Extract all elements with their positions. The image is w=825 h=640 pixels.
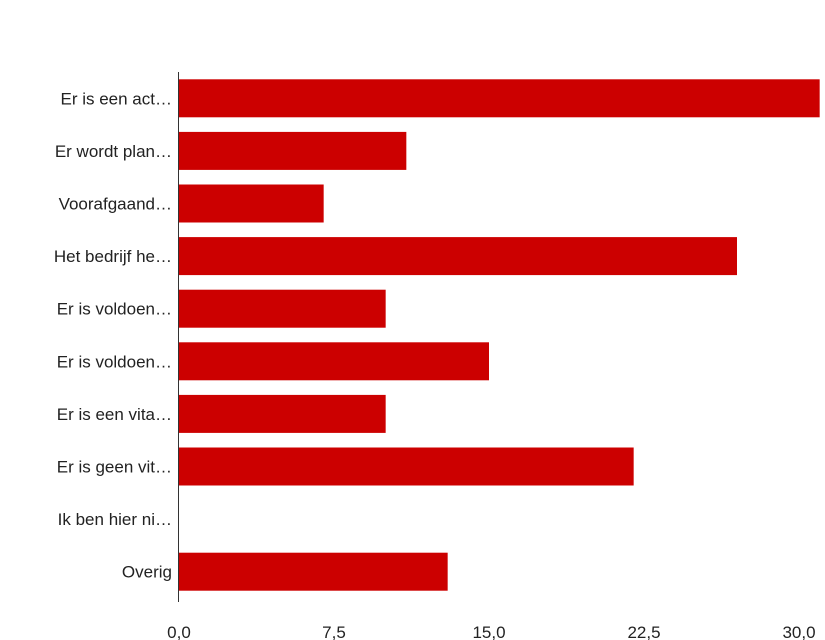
x-axis-ticks: 0,0 7,5 15,0 22,5 30,0 — [167, 623, 815, 640]
category-label: Er is geen vit… — [57, 458, 172, 477]
category-labels: Er is een act… Er wordt plan… Voorafgaand…… — [54, 89, 172, 581]
bar — [179, 289, 386, 328]
category-label: Er is voldoen… — [57, 300, 172, 319]
bar — [179, 552, 448, 591]
bar — [179, 237, 737, 276]
category-label: Het bedrijf he… — [54, 247, 172, 266]
bar — [179, 447, 634, 486]
x-tick-label: 7,5 — [322, 623, 346, 640]
bars-layer — [179, 79, 820, 591]
bar — [179, 79, 820, 118]
category-label: Er is een act… — [61, 89, 173, 108]
category-label: Er is voldoen… — [57, 352, 172, 371]
x-tick-label: 15,0 — [472, 623, 505, 640]
category-label: Er is een vita… — [57, 405, 172, 424]
x-tick-label: 0,0 — [167, 623, 191, 640]
category-label: Voorafgaand… — [59, 195, 172, 214]
x-tick-label: 22,5 — [627, 623, 660, 640]
bar — [179, 131, 407, 170]
category-label: Overig — [122, 563, 172, 582]
category-label: Er wordt plan… — [55, 142, 172, 161]
category-label: Ik ben hier ni… — [58, 510, 172, 529]
bar — [179, 394, 386, 433]
bar — [179, 342, 489, 381]
x-tick-label: 30,0 — [782, 623, 815, 640]
bar — [179, 184, 324, 223]
